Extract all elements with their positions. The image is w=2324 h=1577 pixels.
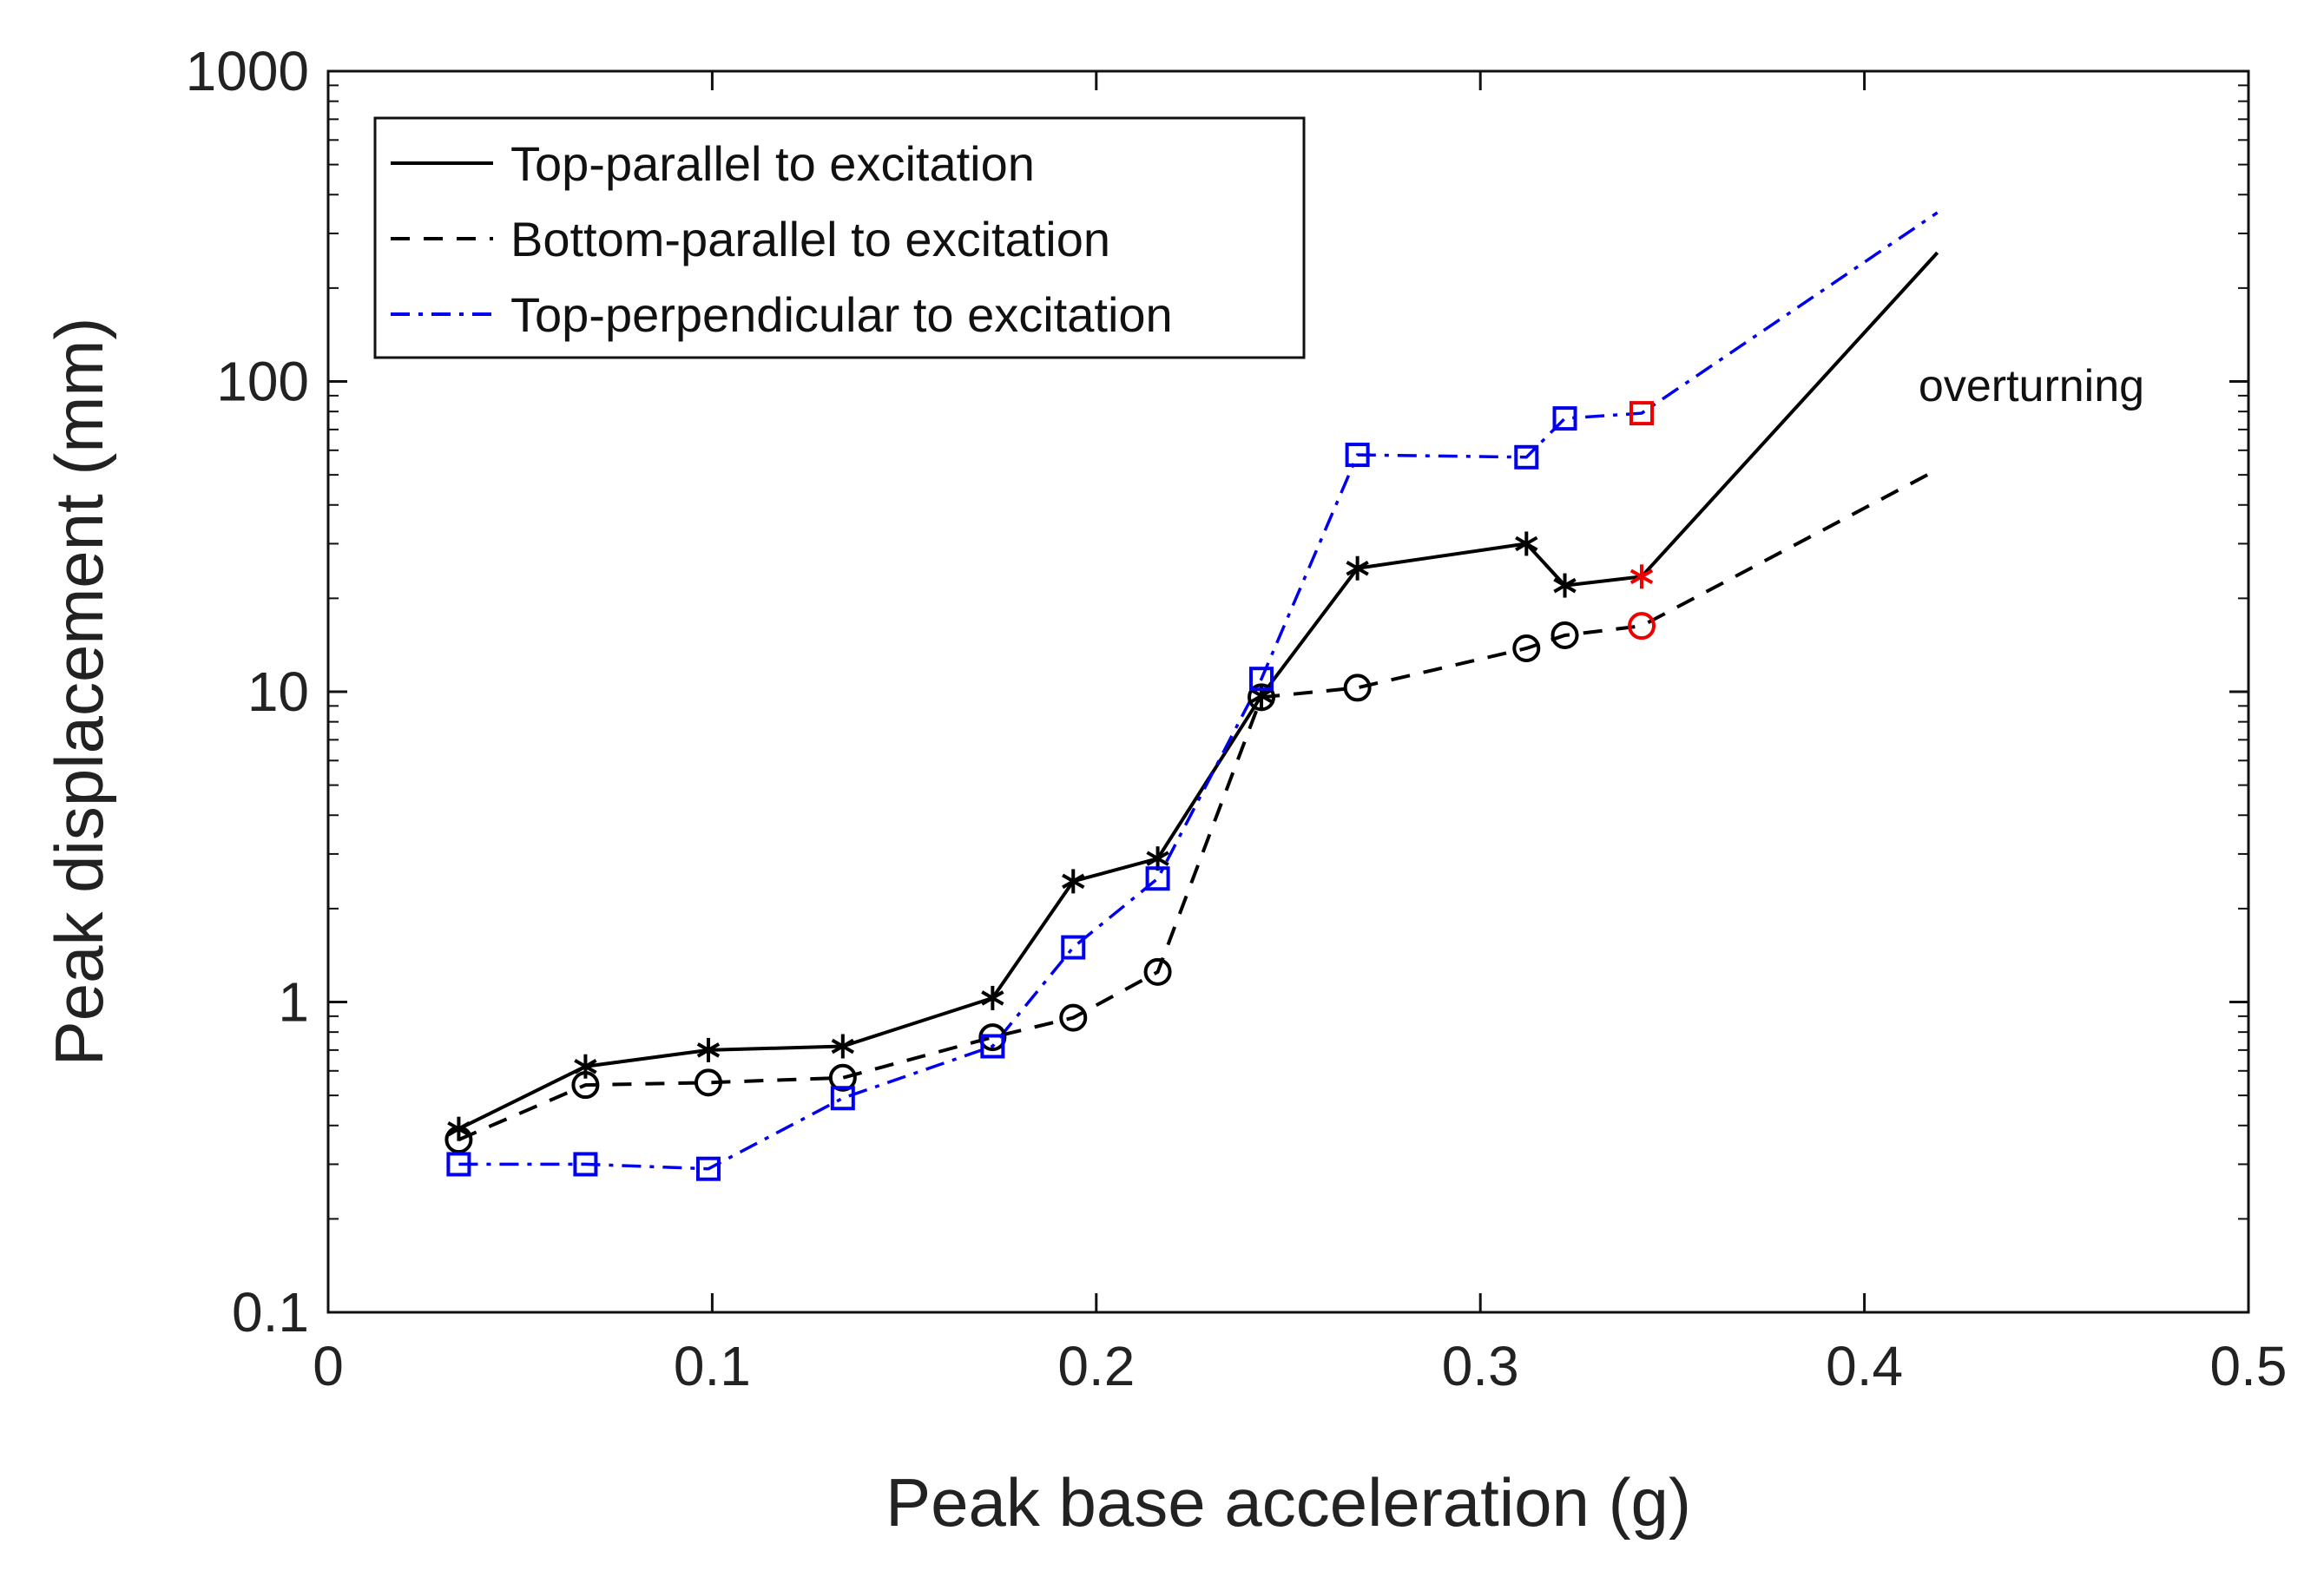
data-point-asterisk	[696, 1037, 721, 1062]
data-point-circle	[444, 1126, 473, 1154]
data-point-circle	[1512, 634, 1541, 662]
x-tick-label: 0	[313, 1335, 344, 1397]
x-axis-label: Peak base acceleration (g)	[885, 1464, 1691, 1541]
data-point-square	[1145, 866, 1170, 891]
legend-entry-bottom-parallel: Bottom-parallel to excitation	[391, 212, 1110, 266]
data-point-circle	[1143, 957, 1172, 986]
legend-label-bottom-parallel: Bottom-parallel to excitation	[510, 212, 1110, 266]
x-tick-labels: 0 0.1 0.2 0.3 0.4 0.5	[313, 1335, 2287, 1397]
legend-box	[373, 116, 1306, 359]
series-line-0	[458, 251, 1939, 1131]
asterisk-stroke	[1146, 851, 1169, 866]
data-point-circle	[694, 1068, 722, 1097]
data-point-asterisk	[1346, 555, 1369, 581]
asterisk-stroke	[1062, 873, 1085, 890]
y-tick-label: 10	[247, 660, 309, 723]
y-tick-label: 1000	[186, 40, 309, 102]
data-point-square	[1061, 935, 1086, 960]
series-line-2	[458, 211, 1939, 1171]
data-point-circle	[1343, 674, 1372, 702]
asterisk-stroke	[1249, 687, 1274, 704]
asterisk-stroke	[1553, 577, 1577, 594]
series-line-1	[458, 468, 1939, 1141]
data-point-asterisk	[1062, 869, 1085, 894]
data-point-asterisk	[1629, 564, 1654, 589]
legend-label-top-perpendicular: Top-perpendicular to excitation	[510, 287, 1173, 342]
x-tick-label: 0.4	[1826, 1335, 1903, 1397]
x-tick-label: 0.2	[1057, 1335, 1135, 1397]
data-point-square	[695, 1156, 721, 1181]
legend: Top-parallel to excitation Bottom-parall…	[373, 116, 1306, 359]
data-point-square	[1514, 444, 1539, 470]
asterisk-stroke	[1629, 568, 1654, 585]
data-point-square	[1249, 667, 1274, 692]
axis-ticks	[326, 69, 2250, 1314]
y-tick-label: 100	[216, 351, 309, 413]
asterisk-stroke	[981, 990, 1004, 1006]
data-point-circle	[1550, 621, 1579, 649]
data-point-square	[573, 1152, 598, 1177]
data-point-square	[446, 1152, 471, 1177]
asterisk-stroke	[574, 1058, 597, 1074]
data-point-circle	[828, 1063, 857, 1092]
data-point-asterisk	[831, 1034, 854, 1059]
y-tick-labels: 0.1 1 10 100 1000	[186, 40, 309, 1344]
annotation-overturning: overturning	[1919, 361, 2144, 411]
data-point-asterisk	[1553, 573, 1577, 598]
x-tick-label: 0.3	[1442, 1335, 1519, 1397]
x-tick-label: 0.5	[2210, 1335, 2288, 1397]
y-tick-label: 0.1	[232, 1281, 309, 1344]
asterisk-stroke	[831, 1038, 854, 1055]
legend-label-top-parallel: Top-parallel to excitation	[510, 136, 1035, 191]
y-axis-label: Peak displacement (mm)	[41, 318, 117, 1067]
asterisk-stroke	[1346, 561, 1369, 576]
data-point-circle	[1248, 683, 1276, 712]
data-point-square	[1345, 443, 1370, 468]
asterisk-stroke	[696, 1042, 721, 1058]
data-point-square	[980, 1034, 1005, 1059]
data-point-circle	[571, 1071, 600, 1100]
legend-entry-top-parallel: Top-parallel to excitation	[391, 136, 1035, 191]
data-point-asterisk	[981, 985, 1004, 1010]
data-point-square	[1629, 401, 1655, 426]
legend-entry-top-perpendicular: Top-perpendicular to excitation	[391, 287, 1173, 342]
markers-layer	[444, 401, 1656, 1181]
data-point-circle	[1628, 612, 1656, 641]
data-point-square	[830, 1086, 855, 1111]
data-point-asterisk	[1515, 531, 1538, 556]
data-point-square	[1552, 406, 1577, 431]
data-point-circle	[1059, 1003, 1088, 1032]
asterisk-stroke	[1515, 536, 1538, 552]
x-tick-label: 0.1	[674, 1335, 751, 1397]
y-tick-label: 1	[278, 971, 309, 1034]
